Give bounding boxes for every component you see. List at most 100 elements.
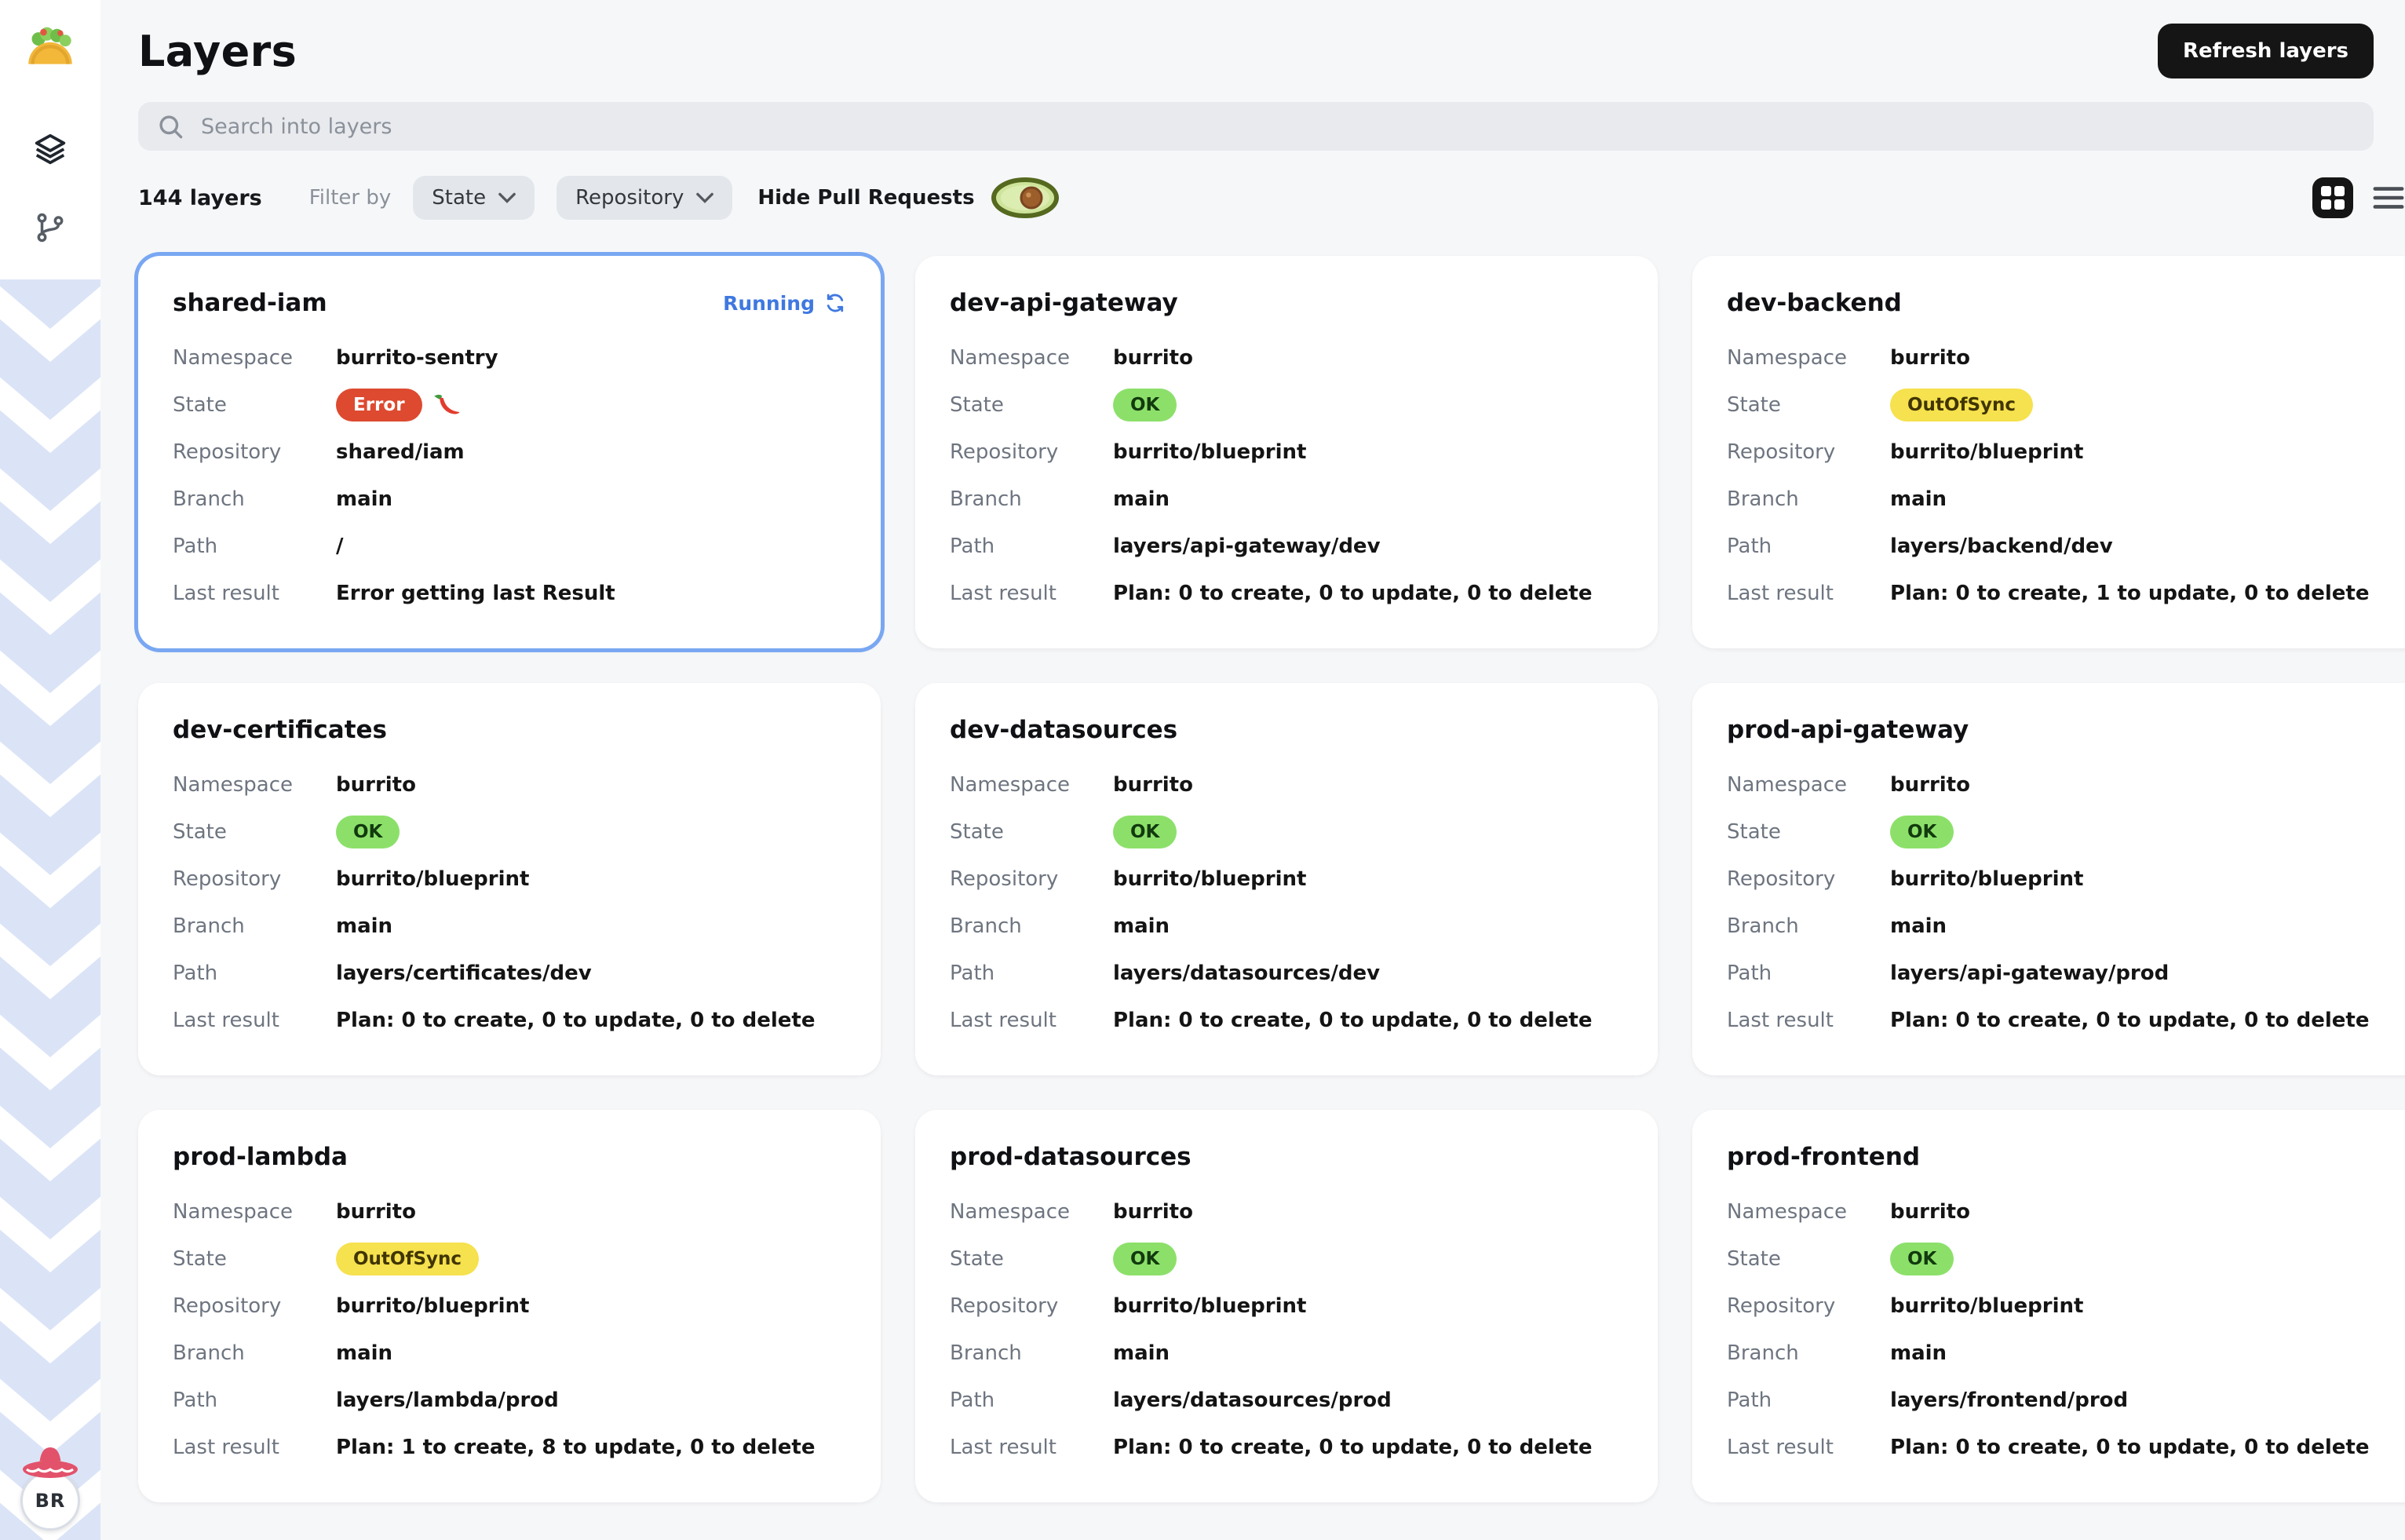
main-content: Layers Refresh layers 144 layers Filter …: [100, 0, 2405, 1502]
state-row: State OK: [950, 808, 1623, 856]
search-bar[interactable]: [138, 102, 2374, 151]
state-filter-label: State: [432, 186, 487, 210]
namespace-row: Namespace burrito: [1727, 1188, 2400, 1235]
layer-card[interactable]: prod-api-gateway Namespace burrito State…: [1692, 683, 2405, 1075]
branch-value: main: [336, 487, 393, 511]
namespace-value: burrito: [1113, 773, 1193, 797]
hide-pull-requests-label: Hide Pull Requests: [757, 186, 975, 210]
layer-name: dev-datasources: [950, 716, 1178, 744]
state-badge: OK: [1113, 389, 1177, 421]
toolbar: 144 layers Filter by State Repository Hi…: [138, 174, 2405, 221]
path-value: layers/lambda/prod: [336, 1389, 559, 1412]
namespace-row: Namespace burrito: [950, 761, 1623, 808]
repository-row: Repository burrito/blueprint: [1727, 1283, 2400, 1330]
repository-filter-dropdown[interactable]: Repository: [557, 176, 733, 220]
namespace-row: Namespace burrito: [950, 334, 1623, 381]
sidebar-item-layers[interactable]: [30, 129, 71, 170]
branch-row: Branch main: [1727, 1330, 2400, 1377]
path-label: Path: [1727, 535, 1772, 558]
state-badge: Error: [336, 389, 422, 421]
path-row: Path layers/lambda/prod: [173, 1377, 846, 1424]
hide-pull-requests-toggle[interactable]: [991, 176, 1060, 220]
repository-label: Repository: [1727, 867, 1836, 891]
layer-card[interactable]: shared-iam Running Namespace burrito-sen…: [138, 256, 881, 648]
last-result-value: Plan: 0 to create, 0 to update, 0 to del…: [336, 1009, 816, 1032]
last-result-row: Last result Plan: 0 to create, 0 to upda…: [950, 1424, 1623, 1471]
repository-filter-label: Repository: [575, 186, 684, 210]
state-badge: OutOfSync: [336, 1243, 480, 1275]
namespace-row: Namespace burrito: [173, 1188, 846, 1235]
path-label: Path: [173, 1389, 218, 1412]
path-label: Path: [173, 535, 218, 558]
state-label: State: [950, 393, 1004, 417]
layer-card[interactable]: prod-lambda Namespace burrito State OutO…: [138, 1110, 881, 1502]
state-row: State OK: [950, 381, 1623, 429]
namespace-value: burrito: [336, 773, 416, 797]
path-row: Path layers/backend/dev: [1727, 523, 2400, 570]
path-value: layers/api-gateway/dev: [1113, 535, 1381, 558]
search-input[interactable]: [198, 112, 2355, 140]
state-filter-dropdown[interactable]: State: [413, 176, 535, 220]
state-badge: OK: [1113, 1243, 1177, 1275]
last-result-row: Last result Plan: 0 to create, 0 to upda…: [1727, 997, 2400, 1044]
namespace-value: burrito: [1890, 1200, 1970, 1224]
layer-name: dev-certificates: [173, 716, 387, 744]
namespace-label: Namespace: [173, 346, 293, 370]
state-row: State OK: [950, 1235, 1623, 1283]
refresh-layers-button[interactable]: Refresh layers: [2158, 24, 2374, 78]
path-value: layers/certificates/dev: [336, 962, 592, 985]
path-label: Path: [950, 1389, 995, 1412]
path-label: Path: [950, 535, 995, 558]
repository-value: burrito/blueprint: [336, 867, 530, 891]
repository-label: Repository: [173, 1294, 282, 1318]
branch-value: main: [336, 914, 393, 938]
last-result-row: Last result Plan: 0 to create, 0 to upda…: [1727, 1424, 2400, 1471]
branch-row: Branch main: [173, 1330, 846, 1377]
last-result-row: Last result Plan: 0 to create, 1 to upda…: [1727, 570, 2400, 617]
layer-card[interactable]: dev-api-gateway Namespace burrito State …: [915, 256, 1658, 648]
branch-row: Branch main: [950, 1330, 1623, 1377]
avatar-initials: BR: [35, 1490, 66, 1512]
state-row: State OK: [1727, 1235, 2400, 1283]
state-row: State OK: [1727, 808, 2400, 856]
layer-card[interactable]: dev-datasources Namespace burrito State …: [915, 683, 1658, 1075]
state-label: State: [1727, 820, 1781, 844]
last-result-value: Plan: 0 to create, 0 to update, 0 to del…: [1890, 1009, 2370, 1032]
sidebar-zigzag-pattern: [0, 279, 100, 1540]
last-result-label: Last result: [173, 1009, 279, 1032]
state-label: State: [173, 1247, 227, 1271]
layer-name: prod-frontend: [1727, 1143, 1921, 1171]
taco-logo-icon[interactable]: [22, 19, 78, 75]
layer-card[interactable]: prod-frontend Namespace burrito State OK…: [1692, 1110, 2405, 1502]
last-result-value: Plan: 0 to create, 1 to update, 0 to del…: [1890, 582, 2370, 605]
namespace-value: burrito: [336, 1200, 416, 1224]
last-result-value: Plan: 1 to create, 8 to update, 0 to del…: [336, 1436, 816, 1459]
path-row: Path layers/api-gateway/prod: [1727, 950, 2400, 997]
branch-row: Branch main: [950, 903, 1623, 950]
chili-icon: [433, 394, 459, 414]
repository-row: Repository burrito/blueprint: [950, 429, 1623, 476]
running-label: Running: [723, 291, 815, 315]
layers-icon: [35, 133, 66, 165]
layer-name: shared-iam: [173, 289, 327, 317]
grid-view-button[interactable]: [2312, 177, 2353, 218]
last-result-label: Last result: [173, 582, 279, 605]
namespace-row: Namespace burrito: [1727, 334, 2400, 381]
layer-card[interactable]: dev-certificates Namespace burrito State…: [138, 683, 881, 1075]
branch-label: Branch: [950, 487, 1022, 511]
last-result-row: Last result Plan: 1 to create, 8 to upda…: [173, 1424, 846, 1471]
last-result-label: Last result: [1727, 1009, 1834, 1032]
list-view-button[interactable]: [2372, 184, 2405, 212]
layer-card[interactable]: prod-datasources Namespace burrito State…: [915, 1110, 1658, 1502]
namespace-row: Namespace burrito: [950, 1188, 1623, 1235]
sidebar-item-pull-requests[interactable]: [30, 207, 71, 248]
repository-value: burrito/blueprint: [1113, 440, 1307, 464]
layer-card[interactable]: dev-backend Namespace burrito State OutO…: [1692, 256, 2405, 648]
namespace-row: Namespace burrito: [1727, 761, 2400, 808]
branch-label: Branch: [173, 1341, 245, 1365]
path-row: Path /: [173, 523, 846, 570]
branch-value: main: [336, 1341, 393, 1365]
branch-row: Branch main: [1727, 903, 2400, 950]
namespace-row: Namespace burrito: [173, 761, 846, 808]
repository-row: Repository burrito/blueprint: [173, 856, 846, 903]
